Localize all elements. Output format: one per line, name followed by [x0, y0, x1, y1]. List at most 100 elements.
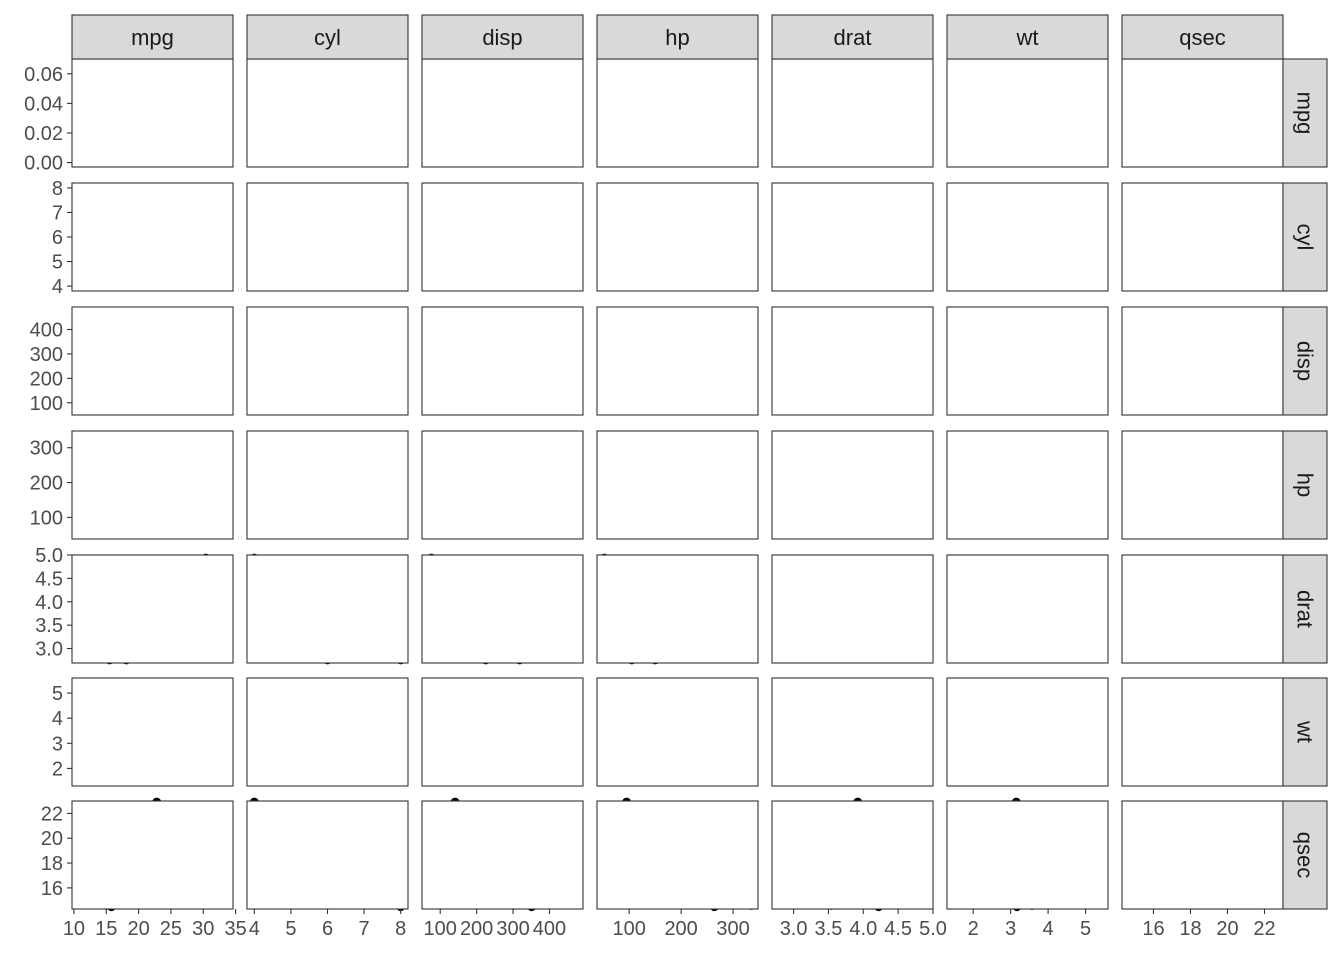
- x-tick-label: 4.0: [849, 918, 877, 940]
- x-tick-label: 200: [460, 918, 493, 940]
- strip-background: [1282, 58, 1328, 168]
- panel-border: [71, 800, 234, 910]
- y-tick-label: 5: [52, 252, 63, 274]
- y-tick-label: 300: [30, 438, 63, 460]
- panel-border: [246, 430, 409, 540]
- x-tick-label: 22: [1253, 918, 1275, 940]
- x-tick-label: 6: [322, 918, 333, 940]
- x-tick-label: 200: [664, 918, 697, 940]
- y-tick-label: 3: [52, 733, 63, 755]
- panel-border: [596, 677, 759, 787]
- y-tick-label: 0.00: [24, 153, 63, 175]
- y-tick-label: 6: [52, 227, 63, 249]
- panel-border: [771, 306, 934, 416]
- x-tick-label: 4: [249, 918, 260, 940]
- x-tick-label: 100: [424, 918, 457, 940]
- x-tick-label: 3: [1005, 918, 1016, 940]
- strip-background: [1282, 677, 1328, 787]
- y-tick-label: 8: [52, 178, 63, 200]
- panel-border: [71, 430, 234, 540]
- x-tick-label: 3.0: [780, 918, 808, 940]
- panel-border: [771, 554, 934, 664]
- y-tick-label: 0.06: [24, 64, 63, 86]
- y-tick-label: 20: [41, 828, 63, 850]
- panel-border: [946, 182, 1109, 292]
- panel-border: [596, 430, 759, 540]
- strip-background: [946, 14, 1109, 60]
- y-axis-drat: 3.03.54.04.55.0: [35, 545, 72, 661]
- frames-layer: [71, 58, 1284, 910]
- strip-label: wt: [1016, 25, 1039, 50]
- x-tick-label: 2: [968, 918, 979, 940]
- x-tick-label: 5.0: [919, 918, 947, 940]
- panel-border: [1121, 306, 1284, 416]
- x-tick-label: 5: [1080, 918, 1091, 940]
- x-tick-label: 20: [1216, 918, 1238, 940]
- strip-label: qsec: [1179, 25, 1225, 50]
- strip-label: cyl: [1293, 224, 1318, 251]
- strip-right-drat: drat: [1282, 554, 1328, 664]
- x-tick-label: 15: [95, 918, 117, 940]
- x-axis-wt: 2 3 4 5: [968, 909, 1091, 940]
- panel-border: [71, 306, 234, 416]
- panel-border: [421, 182, 584, 292]
- x-axis-drat: 3.0 3.5 4.0 4.5 5.0: [780, 909, 947, 940]
- y-tick-label: 4: [52, 708, 63, 730]
- panel-border: [246, 182, 409, 292]
- panel-border: [421, 677, 584, 787]
- strip-background: [1282, 430, 1328, 540]
- strip-label: disp: [1293, 341, 1318, 381]
- y-tick-label: 0.04: [24, 93, 63, 115]
- x-axis-hp: 100 200 300: [613, 909, 750, 940]
- x-tick-label: 400: [533, 918, 566, 940]
- y-axis-wt: 2 3 4 5: [52, 683, 72, 780]
- x-tick-label: 18: [1179, 918, 1201, 940]
- strip-label: drat: [1293, 590, 1318, 628]
- strip-background: [1282, 182, 1328, 292]
- panel-border: [246, 677, 409, 787]
- y-tick-label: 5.0: [35, 545, 63, 567]
- panel-border: [1121, 182, 1284, 292]
- strip-top-cyl: cyl: [246, 14, 409, 60]
- x-tick-label: 300: [716, 918, 749, 940]
- x-tick-label: 25: [160, 918, 182, 940]
- panel-border: [946, 800, 1109, 910]
- y-tick-label: 5: [52, 683, 63, 705]
- panel-border: [1121, 677, 1284, 787]
- strip-background: [771, 14, 934, 60]
- panel-border: [71, 58, 234, 168]
- x-axis-mpg: 10 15 20 25 30 35: [63, 909, 247, 940]
- x-tick-label: 35: [224, 918, 246, 940]
- panel-border: [771, 430, 934, 540]
- strip-top-disp: disp: [421, 14, 584, 60]
- strip-top-mpg: mpg: [71, 14, 234, 60]
- y-axis-mpg: 0.00 0.02 0.04 0.06: [24, 64, 72, 175]
- strip-background: [1282, 554, 1328, 664]
- strip-background: [246, 14, 409, 60]
- panel-border: [1121, 58, 1284, 168]
- y-tick-label: 3.0: [35, 639, 63, 661]
- x-tick-label: 4: [1043, 918, 1054, 940]
- strip-top-qsec: qsec: [1121, 14, 1284, 60]
- strip-top-drat: drat: [771, 14, 934, 60]
- strip-background: [596, 14, 759, 60]
- x-axis-disp: 100 200 300 400: [424, 909, 566, 940]
- x-tick-label: 3.5: [815, 918, 843, 940]
- x-tick-label: 7: [359, 918, 370, 940]
- panel-border: [1121, 554, 1284, 664]
- strip-background: [1282, 800, 1328, 910]
- x-tick-label: 100: [613, 918, 646, 940]
- strip-background: [71, 14, 234, 60]
- strip-label: qsec: [1293, 832, 1318, 878]
- panel-border: [771, 182, 934, 292]
- strip-background: [421, 14, 584, 60]
- panel-border: [596, 800, 759, 910]
- y-tick-label: 3.5: [35, 615, 63, 637]
- y-axis-hp: 100 200 300: [30, 438, 72, 529]
- panel-border: [71, 554, 234, 664]
- x-tick-label: 8: [395, 918, 406, 940]
- y-tick-label: 4.5: [35, 568, 63, 590]
- strip-right-cyl: cyl: [1282, 182, 1328, 292]
- y-tick-label: 16: [41, 878, 63, 900]
